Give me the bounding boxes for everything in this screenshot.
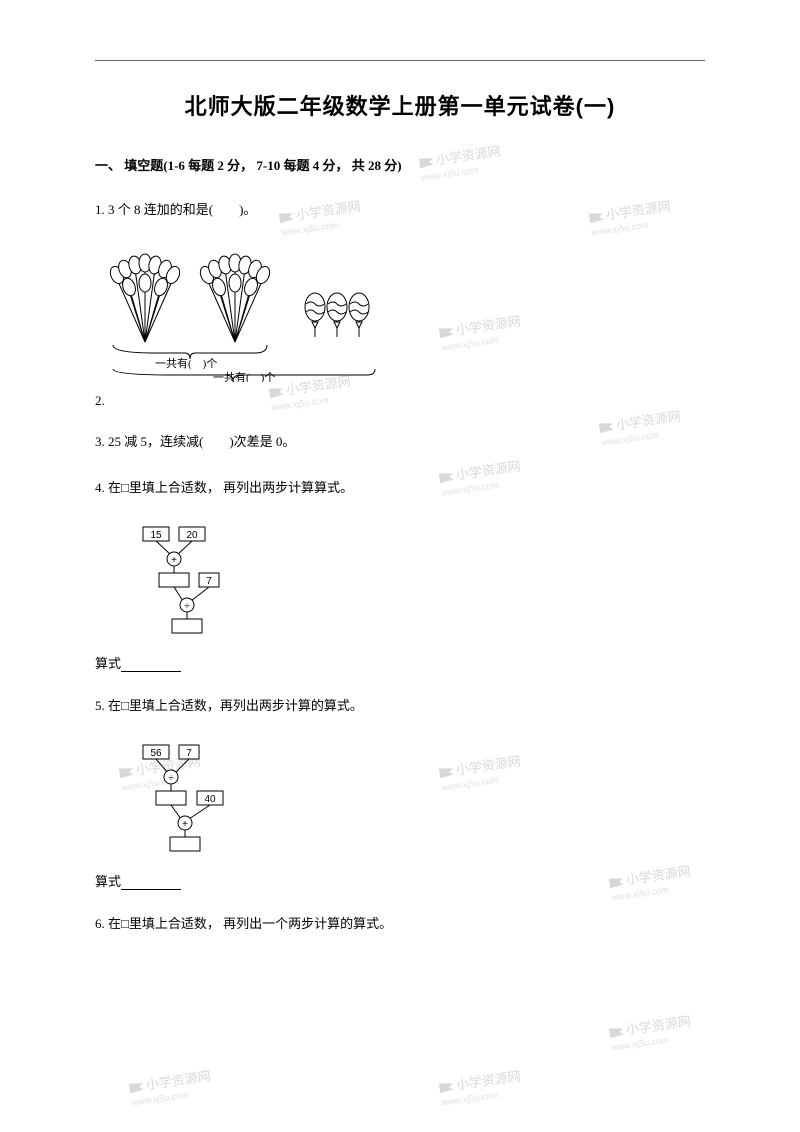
- svg-text:20: 20: [186, 530, 198, 541]
- question-3: 3. 25 减 5，连续减( )次差是 0。: [95, 432, 705, 453]
- q2-label2: 一共有( )个: [213, 370, 275, 382]
- svg-text:40: 40: [204, 794, 216, 805]
- svg-text:÷: ÷: [168, 773, 174, 784]
- svg-text:7: 7: [186, 748, 192, 759]
- question-1: 1. 3 个 8 连加的和是( )。: [95, 200, 705, 221]
- formula-4-label: 算式: [95, 653, 705, 672]
- svg-text:÷: ÷: [184, 601, 190, 612]
- page: 北师大版二年级数学上册第一单元试卷(一) 一、 填空题(1-6 每题 2 分， …: [0, 0, 800, 1001]
- watermark: 小学资源网www.xj5u.com: [128, 1069, 213, 1109]
- svg-text:56: 56: [150, 748, 162, 759]
- question-5: 5. 在□里填上合适数，再列出两步计算的算式。: [95, 696, 705, 717]
- watermark: 小学资源网www.xj5u.com: [438, 1069, 523, 1109]
- header-rule: [95, 60, 705, 61]
- svg-text:15: 15: [150, 530, 162, 541]
- question-4: 4. 在□里填上合适数， 再列出两步计算算式。: [95, 478, 705, 499]
- question-5-diagram: 56 7 ÷ 40 +: [135, 743, 705, 853]
- q2-label1: 一共有( )个: [155, 356, 217, 370]
- watermark: 小学资源网www.xj5u.com: [608, 1014, 693, 1054]
- question-2-num: 2.: [95, 391, 705, 412]
- svg-text:7: 7: [206, 576, 212, 587]
- svg-text:+: +: [171, 555, 177, 566]
- document-title: 北师大版二年级数学上册第一单元试卷(一): [95, 89, 705, 121]
- question-4-diagram: 15 20 + 7 ÷: [135, 525, 705, 635]
- svg-text:+: +: [182, 819, 188, 830]
- question-2-figure: 一共有( )个 一共有( )个: [105, 247, 705, 387]
- section-heading: 一、 填空题(1-6 每题 2 分， 7-10 每题 4 分， 共 28 分): [95, 155, 705, 174]
- formula-5-label: 算式: [95, 871, 705, 890]
- question-6: 6. 在□里填上合适数， 再列出一个两步计算的算式。: [95, 914, 705, 935]
